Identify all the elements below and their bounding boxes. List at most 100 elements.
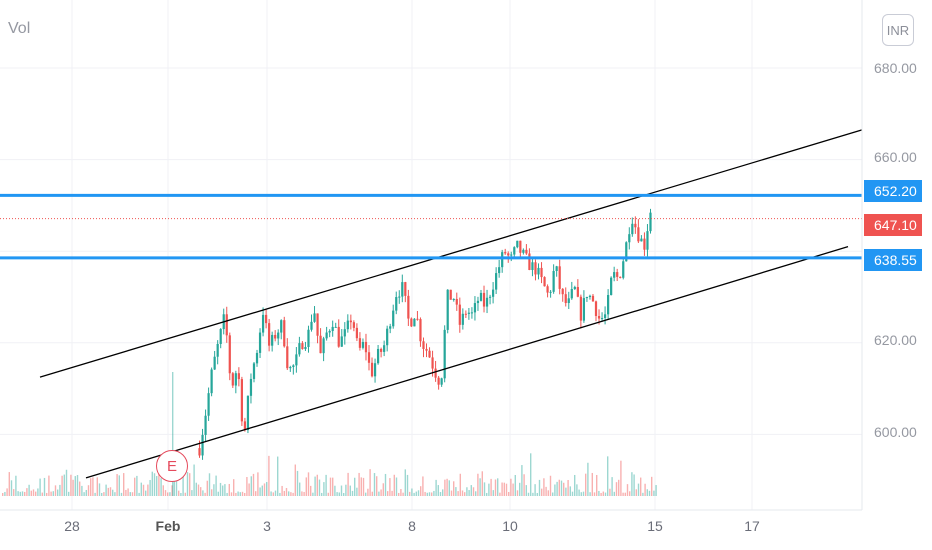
volume-bar <box>448 480 450 496</box>
volume-bar <box>310 485 312 496</box>
volume-bar <box>635 489 637 496</box>
volume-bar <box>246 476 248 496</box>
volume-bar <box>191 490 193 496</box>
x-tick-label: Feb <box>155 518 181 534</box>
volume-bar <box>19 491 21 496</box>
volume-bar <box>13 489 15 496</box>
volume-bar <box>486 492 488 496</box>
volume-bar <box>582 491 585 496</box>
x-tick-label: 8 <box>408 518 416 534</box>
volume-bar <box>382 483 384 496</box>
volume-bar <box>653 490 655 496</box>
candle-body <box>522 249 525 253</box>
volume-bar <box>48 475 50 496</box>
candle-body <box>349 320 352 323</box>
candle-body <box>631 223 634 235</box>
volume-bar <box>299 482 301 496</box>
volume-bar <box>338 492 340 496</box>
candle-body <box>616 272 619 277</box>
volume-bar <box>404 469 406 496</box>
candle-body <box>528 253 531 271</box>
volume-bar <box>547 490 549 496</box>
volume-bar <box>112 489 114 496</box>
x-tick-label: 15 <box>647 518 663 534</box>
volume-bar <box>521 465 523 496</box>
candle-body <box>582 298 586 321</box>
volume-bar <box>327 492 329 496</box>
volume-bar <box>424 491 426 496</box>
volume-bar <box>288 491 290 496</box>
volume-bar <box>8 472 10 496</box>
candle-body <box>455 299 458 305</box>
volume-bar <box>182 472 184 496</box>
candle-body <box>231 373 234 386</box>
volume-bar <box>186 472 189 496</box>
volume-bar <box>439 492 442 496</box>
volume-bar <box>642 492 644 496</box>
volume-bar <box>61 475 63 496</box>
candle-body <box>261 314 265 333</box>
volume-bar <box>72 479 74 496</box>
volume-bar <box>145 490 147 496</box>
volume-bar <box>587 462 589 496</box>
volume-bar <box>175 477 178 496</box>
volume-bar <box>279 492 281 496</box>
volume-bar <box>534 484 536 496</box>
volume-bar <box>81 485 83 496</box>
currency-button[interactable]: INR <box>882 14 914 46</box>
candle-body <box>519 240 522 253</box>
volume-bar <box>184 492 186 496</box>
volume-bar <box>609 488 611 496</box>
volume-bar <box>574 474 576 496</box>
candle-body <box>355 327 359 339</box>
volume-bar <box>477 473 479 496</box>
volume-bar <box>415 491 417 496</box>
candle-body <box>325 332 328 339</box>
volume-bar <box>468 490 470 496</box>
volume-bar <box>268 455 270 496</box>
volume-bar <box>400 489 402 496</box>
volume-bar <box>230 492 233 496</box>
volume-bar <box>459 473 461 496</box>
candle-body <box>389 326 392 329</box>
volume-bar <box>571 491 574 496</box>
candle-body <box>322 338 325 354</box>
volume-bar <box>213 484 215 496</box>
volume-bar <box>598 490 600 496</box>
earnings-event-marker[interactable]: E <box>156 450 188 482</box>
volume-bar <box>263 483 266 496</box>
candle-body <box>464 313 467 315</box>
candle-body <box>452 299 455 301</box>
volume-bar <box>345 484 347 496</box>
volume-bar <box>525 485 527 496</box>
volume-bar <box>94 492 96 496</box>
volume-bar <box>422 476 424 496</box>
x-tick-label: 28 <box>64 518 80 534</box>
volume-bar <box>30 490 32 496</box>
volume-bar <box>167 492 169 496</box>
candle-body <box>485 297 489 307</box>
candle-body <box>392 310 395 327</box>
volume-bar <box>120 492 123 496</box>
volume-bar <box>134 477 136 496</box>
volume-bar <box>255 491 257 496</box>
candle-body <box>603 314 607 319</box>
candle-body <box>567 298 570 304</box>
candle-body <box>283 320 286 347</box>
last-price-badge: 647.10 <box>864 214 922 236</box>
volume-bar <box>101 492 103 496</box>
volume-bar <box>96 477 98 496</box>
volume-bar <box>637 483 640 496</box>
candle-body <box>646 231 649 250</box>
volume-bar <box>43 477 46 496</box>
volume-bar <box>193 464 195 496</box>
volume-bar <box>349 485 351 496</box>
candle-body <box>498 267 501 274</box>
volume-bar <box>178 490 180 496</box>
volume-bar <box>92 477 94 496</box>
volume-bar <box>259 487 261 496</box>
channel-lower-line <box>85 245 849 479</box>
volume-bar <box>600 492 602 496</box>
candle-body <box>386 328 389 346</box>
